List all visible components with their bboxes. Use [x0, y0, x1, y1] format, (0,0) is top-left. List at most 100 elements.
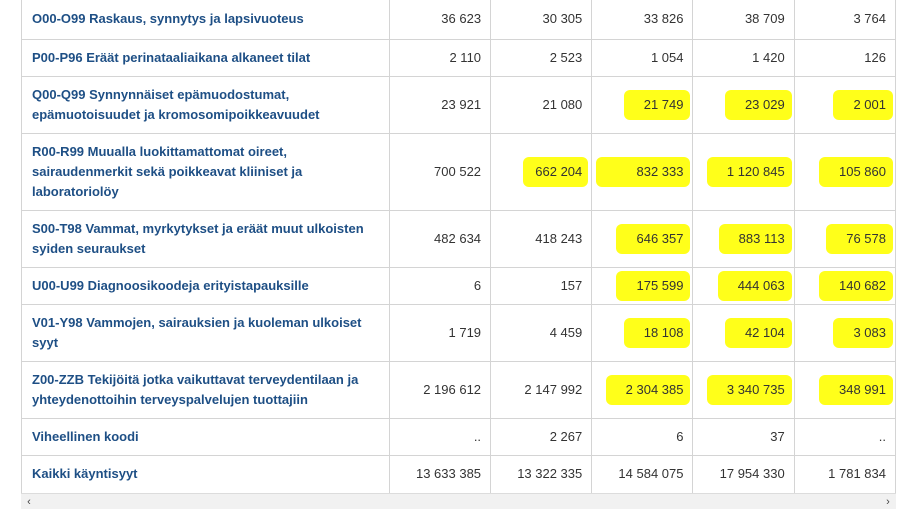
row-label: V01-Y98 Vammojen, sairauksien ja kuolema…	[21, 303, 390, 362]
row-label: P00-P96 Eräät perinataaliaikana alkaneet…	[21, 38, 390, 77]
highlighted-cell: 662 204	[490, 132, 593, 211]
cell-value: 1 054	[650, 49, 684, 65]
highlighted-cell: 1 120 845	[692, 132, 795, 211]
highlighted-cell: 21 749	[591, 75, 694, 134]
cell-value: 126	[864, 49, 886, 65]
cell-value: 30 305	[542, 11, 583, 27]
table-cell: 126	[793, 38, 897, 77]
table-cell: 13 322 335	[490, 454, 593, 494]
highlighted-cell: 3 083	[793, 303, 897, 362]
table-cell: 17 954 330	[692, 454, 795, 494]
table-cell: 36 623	[388, 0, 492, 40]
table-cell: 33 826	[591, 0, 694, 40]
highlighted-cell: 105 860	[793, 132, 897, 211]
table-cell: ..	[793, 417, 897, 456]
scroll-right-icon[interactable]: ›	[886, 496, 890, 508]
highlighted-cell: 2 304 385	[591, 360, 694, 419]
cell-value: 2 147 992	[524, 381, 583, 397]
cell-value: 140 682	[833, 270, 888, 301]
highlighted-cell: 76 578	[793, 209, 897, 268]
scroll-left-icon[interactable]: ‹	[27, 496, 31, 508]
table-row: P00-P96 Eräät perinataaliaikana alkaneet…	[21, 38, 897, 77]
table-cell: 1 420	[692, 38, 795, 77]
table-cell: 482 634	[388, 209, 492, 268]
highlighted-cell: 832 333	[591, 132, 694, 211]
cell-value: 2 267	[549, 428, 583, 444]
row-label: Q00-Q99 Synnynnäiset epämuodostumat, epä…	[21, 75, 390, 134]
table-cell: 418 243	[490, 209, 593, 268]
statistics-table: O00-O99 Raskaus, synnytys ja lapsivuoteu…	[21, 0, 897, 494]
cell-value: 76 578	[840, 223, 888, 254]
cell-value: 662 204	[529, 156, 585, 187]
cell-value: 17 954 330	[719, 466, 785, 481]
table-row: V01-Y98 Vammojen, sairauksien ja kuolema…	[21, 303, 897, 362]
row-label: R00-R99 Muualla luokittamattomat oireet,…	[21, 132, 390, 211]
table-cell: 4 459	[490, 303, 593, 362]
cell-value: 38 709	[744, 11, 785, 27]
table-row: R00-R99 Muualla luokittamattomat oireet,…	[21, 132, 897, 211]
cell-value: ..	[878, 428, 886, 444]
cell-value: 2 110	[449, 49, 482, 65]
table-cell: 1 719	[388, 303, 492, 362]
table-cell: 2 147 992	[490, 360, 593, 419]
cell-value: 832 333	[630, 156, 686, 187]
table-cell: 700 522	[388, 132, 492, 211]
cell-value: 3 340 735	[720, 374, 787, 405]
cell-value: 13 633 385	[415, 466, 482, 481]
highlighted-cell: 140 682	[793, 266, 897, 305]
cell-value: 1 719	[448, 324, 482, 340]
table-row: U00-U99 Diagnoosikoodeja erityistapauksi…	[21, 266, 897, 305]
table-cell: 23 921	[388, 75, 492, 134]
cell-value: 6	[473, 277, 482, 293]
cell-value: 36 623	[441, 11, 482, 27]
cell-value: 482 634	[434, 230, 482, 246]
table-cell: 13 633 385	[388, 454, 492, 494]
cell-value: 13 322 335	[517, 466, 583, 481]
highlighted-cell: 444 063	[692, 266, 795, 305]
table-cell: 30 305	[490, 0, 593, 40]
cell-value: 37	[770, 428, 785, 444]
table-row: S00-T98 Vammat, myrkytykset ja eräät muu…	[21, 209, 897, 268]
highlighted-cell: 175 599	[591, 266, 694, 305]
table-cell: 14 584 075	[591, 454, 694, 494]
row-label: Kaikki käyntisyyt	[21, 454, 390, 494]
highlighted-cell: 18 108	[591, 303, 694, 362]
cell-value: 21 749	[637, 89, 686, 120]
cell-value: 105 860	[833, 156, 888, 187]
cell-value: 3 764	[853, 11, 886, 27]
highlighted-cell: 646 357	[591, 209, 694, 268]
table-cell: 3 764	[793, 0, 897, 40]
cell-value: 2 304 385	[619, 374, 686, 405]
table-cell: ..	[388, 417, 492, 456]
cell-value: 6	[676, 428, 684, 444]
table-cell: 157	[490, 266, 593, 305]
cell-value: 157	[560, 277, 583, 293]
cell-value: 18 108	[637, 317, 686, 348]
cell-value: 14 584 075	[618, 466, 684, 481]
row-label: U00-U99 Diagnoosikoodeja erityistapauksi…	[21, 266, 390, 305]
cell-value: 1 120 845	[720, 156, 787, 187]
cell-value: 646 357	[630, 223, 686, 254]
highlighted-cell: 348 991	[793, 360, 897, 419]
table-cell: 21 080	[490, 75, 593, 134]
table-cell: 6	[388, 266, 492, 305]
cell-value: 2 001	[847, 89, 888, 120]
row-label: Viheellinen koodi	[21, 417, 390, 456]
table-cell: 1 054	[591, 38, 694, 77]
table-cell: 2 523	[490, 38, 593, 77]
table-cell: 38 709	[692, 0, 795, 40]
table-cell: 1 781 834	[793, 454, 897, 494]
cell-value: 21 080	[542, 96, 583, 112]
table-cell: 6	[591, 417, 694, 456]
cell-value: ..	[473, 428, 482, 444]
highlighted-cell: 42 104	[692, 303, 795, 362]
cell-value: 2 196 612	[423, 381, 482, 397]
row-label: S00-T98 Vammat, myrkytykset ja eräät muu…	[21, 209, 390, 268]
horizontal-scrollbar[interactable]: ‹ ›	[21, 493, 896, 509]
cell-value: 4 459	[549, 324, 583, 340]
cell-value: 33 826	[643, 11, 684, 27]
table-cell: 2 196 612	[388, 360, 492, 419]
cell-value: 3 083	[847, 317, 888, 348]
scrollbar-track[interactable]	[39, 498, 878, 505]
